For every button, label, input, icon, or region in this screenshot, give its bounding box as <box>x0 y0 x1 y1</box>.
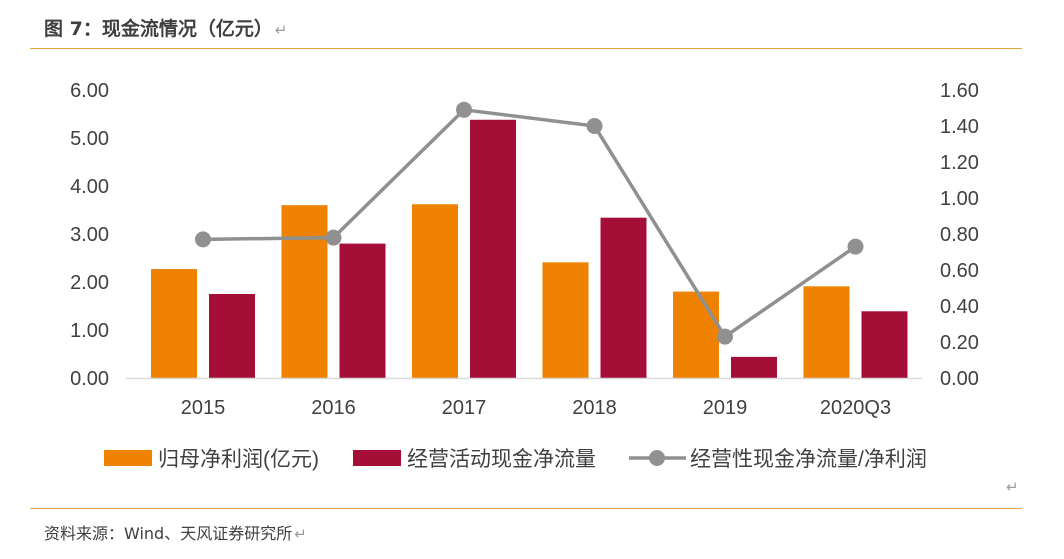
left-tick-label: 0.00 <box>70 368 109 390</box>
right-tick-label: 1.00 <box>940 188 979 210</box>
legend-label-net-profit: 归母净利润(亿元) <box>158 448 319 471</box>
right-tick-label: 0.00 <box>940 368 979 390</box>
top-divider <box>30 48 1022 49</box>
category-tick-label: 2018 <box>572 397 617 419</box>
category-tick-label: 2020Q3 <box>820 397 891 419</box>
bar-series <box>151 119 908 378</box>
legend: 归母净利润(亿元) 经营活动现金净流量 经营性现金净流量/净利润 <box>104 448 927 471</box>
right-tick-label: 1.20 <box>940 152 979 174</box>
chart-return-mark-icon: ↵ <box>1006 478 1019 496</box>
ratio-point <box>325 229 342 246</box>
ratio-point <box>717 328 733 345</box>
legend-label-operating-cash-flow: 经营活动现金净流量 <box>407 448 596 471</box>
source-note: 资料来源：Wind、天风证券研究所 ↵ <box>44 520 307 544</box>
return-mark-icon: ↵ <box>294 525 307 543</box>
ratio-point <box>456 101 472 118</box>
category-tick-label: 2019 <box>703 397 748 419</box>
operating-cash-flow-bar <box>209 294 255 378</box>
source-text: 资料来源：Wind、天风证券研究所 <box>44 524 293 543</box>
ratio-line-series <box>195 101 864 345</box>
legend-swatch-net-profit <box>104 450 152 466</box>
right-tick-label: 0.80 <box>940 224 979 246</box>
left-axis: 0.00 1.00 2.00 3.00 4.00 5.00 6.00 <box>70 80 109 390</box>
left-tick-label: 4.00 <box>70 176 109 198</box>
net-profit-bar <box>281 205 328 378</box>
left-tick-label: 1.00 <box>70 320 109 342</box>
right-tick-label: 0.40 <box>940 296 979 318</box>
right-tick-label: 0.60 <box>940 260 979 282</box>
return-mark-icon: ↵ <box>274 21 288 39</box>
right-tick-label: 0.20 <box>940 332 979 354</box>
left-tick-label: 6.00 <box>70 80 109 102</box>
ratio-point <box>586 118 603 134</box>
net-profit-bar <box>151 269 197 378</box>
figure-title-text: 图 7：现金流情况（亿元） <box>44 18 273 40</box>
left-tick-label: 2.00 <box>70 272 109 294</box>
category-tick-label: 2016 <box>311 397 356 419</box>
legend-label-ratio: 经营性现金净流量/净利润 <box>690 448 927 471</box>
category-tick-label: 2017 <box>442 397 487 419</box>
legend-swatch-ratio-point <box>649 450 665 466</box>
ratio-point <box>847 238 864 255</box>
operating-cash-flow-bar <box>600 217 647 378</box>
legend-swatch-operating-cash-flow <box>353 450 401 466</box>
operating-cash-flow-bar <box>731 356 777 378</box>
net-profit-bar <box>542 262 589 378</box>
bottom-divider <box>30 508 1022 509</box>
right-tick-label: 1.60 <box>940 80 979 102</box>
right-axis: 0.00 0.20 0.40 0.60 0.80 1.00 1.20 1.40 1.60 <box>940 80 979 390</box>
right-tick-label: 1.40 <box>940 116 979 138</box>
net-profit-bar <box>412 204 458 378</box>
cash-flow-chart: 0.00 1.00 2.00 3.00 4.00 5.00 6.00 0.00 0.20 0.4… <box>70 80 979 471</box>
operating-cash-flow-bar <box>470 119 516 378</box>
left-tick-label: 3.00 <box>70 224 109 246</box>
category-axis: 2015 2016 2017 2018 2019 2020Q3 <box>181 397 891 419</box>
figure-title: 图 7：现金流情况（亿元） ↵ <box>44 14 287 41</box>
left-tick-label: 5.00 <box>70 128 109 150</box>
category-tick-label: 2015 <box>181 397 226 419</box>
net-profit-bar <box>803 286 850 378</box>
ratio-line <box>202 107 857 340</box>
operating-cash-flow-bar <box>861 311 908 378</box>
operating-cash-flow-bar <box>339 243 386 378</box>
ratio-point <box>195 231 211 248</box>
net-profit-bar <box>673 291 719 378</box>
